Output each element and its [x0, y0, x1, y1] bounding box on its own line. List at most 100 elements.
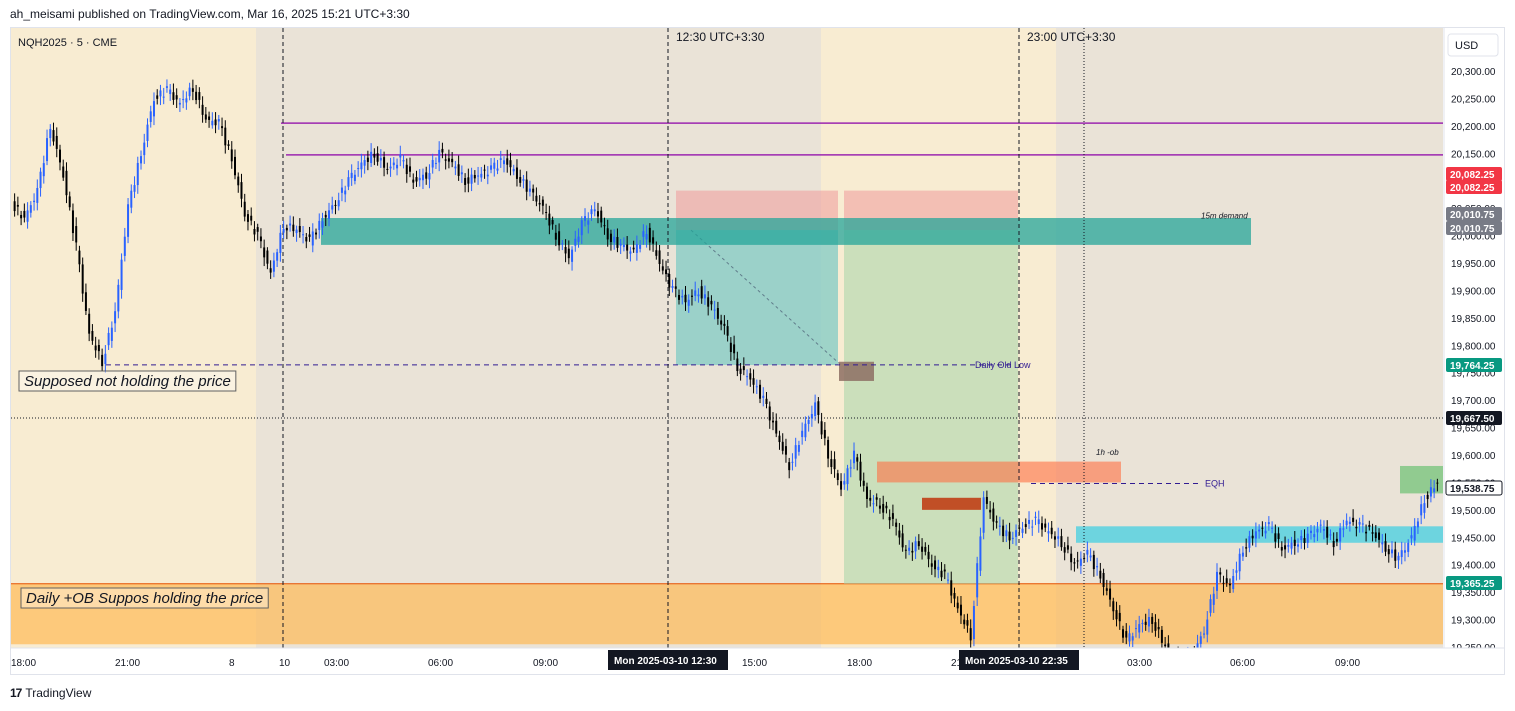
candle-body [891, 513, 894, 519]
candle-body [759, 384, 762, 399]
chart-panel[interactable]: 15m demand 1h -ob Daily Old Low EQH 12:30 UT… [10, 27, 1505, 675]
candle-body [415, 177, 418, 182]
candle-body [331, 205, 334, 210]
brand-name: TradingView [25, 686, 92, 700]
candle-body [901, 533, 904, 548]
candle-body [1037, 519, 1040, 525]
candle-body [292, 224, 295, 232]
candle-body [149, 111, 152, 122]
candle-body [221, 126, 224, 129]
currency-button[interactable] [1447, 33, 1499, 57]
tradingview-logo[interactable]: 17 TradingView [10, 686, 91, 700]
candle-body [1329, 534, 1332, 536]
candle-body [191, 88, 194, 92]
price-tick-label: 19,300.00 [1451, 616, 1496, 627]
candle-body [1206, 619, 1209, 635]
candle-body [259, 236, 262, 242]
candle-body [814, 402, 817, 417]
candle-body [590, 209, 593, 215]
time-tick-label: 8 [229, 658, 235, 669]
candle-body [130, 190, 133, 208]
price-tick-label: 19,350.00 [1451, 588, 1496, 599]
trade-path-line [690, 229, 842, 366]
candle-body [421, 174, 424, 181]
candle-body [934, 560, 937, 570]
candle-body [373, 153, 376, 158]
candle-body [878, 505, 881, 509]
time-tick-label: 18:00 [11, 658, 36, 669]
candle-body [1436, 482, 1439, 484]
candle-body [464, 178, 467, 185]
candle-body [58, 149, 61, 163]
candle-body [567, 248, 570, 259]
price-tick-label: 20,150.00 [1451, 149, 1496, 160]
candle-body [1391, 549, 1394, 554]
candle-body [1060, 536, 1063, 548]
candle-body [350, 172, 353, 179]
candle-body [532, 188, 535, 193]
candle-body [1241, 552, 1244, 557]
candle-body [1361, 523, 1364, 525]
candle-body [383, 157, 386, 168]
candle-body [1368, 525, 1371, 527]
candle-body [940, 570, 943, 578]
candle-body [33, 200, 36, 203]
candle-body [911, 550, 914, 553]
price-axis[interactable] [1444, 28, 1504, 648]
candle-body [849, 467, 852, 469]
candle-body [1141, 622, 1144, 624]
candle-body [65, 170, 68, 196]
candle-body [234, 156, 237, 176]
candle-body [1024, 524, 1027, 528]
candle-body [784, 446, 787, 455]
candle-body [295, 229, 298, 234]
candle-body [477, 175, 480, 177]
candle-body [600, 210, 603, 223]
candle-body [885, 505, 888, 509]
candle-body [409, 166, 412, 172]
candle-body [574, 238, 577, 246]
candle-body [457, 164, 460, 176]
candle-body [263, 247, 266, 258]
candle-body [1199, 636, 1202, 644]
candle-body [272, 260, 275, 272]
candle-body [512, 168, 515, 172]
candle-body [1076, 560, 1079, 562]
candle-body [327, 210, 330, 219]
price-tick-label: 19,850.00 [1451, 314, 1496, 325]
candle-body [1050, 527, 1053, 535]
candle-body [804, 423, 807, 438]
candle-body [778, 435, 781, 443]
candle-body [208, 116, 211, 120]
candle-body [195, 91, 198, 101]
candle-body [882, 503, 885, 513]
candle-body [1115, 610, 1118, 620]
candle-body [1293, 539, 1296, 546]
candle-body [379, 157, 382, 161]
candle-body [697, 294, 700, 297]
candle-body [434, 163, 437, 165]
candle-body [830, 459, 833, 467]
candle-body [820, 421, 823, 435]
price-tick-label: 20,200.00 [1451, 122, 1496, 133]
candle-body [716, 308, 719, 319]
price-tick-label: 20,250.00 [1451, 94, 1496, 105]
candle-body [1031, 526, 1034, 528]
candle-body [285, 227, 288, 231]
candle-body [1044, 523, 1047, 528]
candle-body [227, 144, 230, 146]
candle-body [412, 179, 415, 183]
candle-body [908, 547, 911, 551]
candle-body [1005, 530, 1008, 537]
candle-body [749, 373, 752, 380]
candle-body [253, 228, 256, 235]
candle-body [1335, 538, 1338, 542]
chart-svg[interactable]: 15m demand 1h -ob Daily Old Low EQH 12:30 UT… [11, 28, 1504, 674]
candle-body [840, 481, 843, 490]
time-axis[interactable] [11, 648, 1504, 674]
daily-old-low-label: Daily Old Low [975, 360, 1031, 370]
candle-body [418, 177, 421, 181]
candle-body [46, 138, 49, 162]
candle-body [765, 398, 768, 404]
time-tick-label: 09:00 [1335, 658, 1360, 669]
